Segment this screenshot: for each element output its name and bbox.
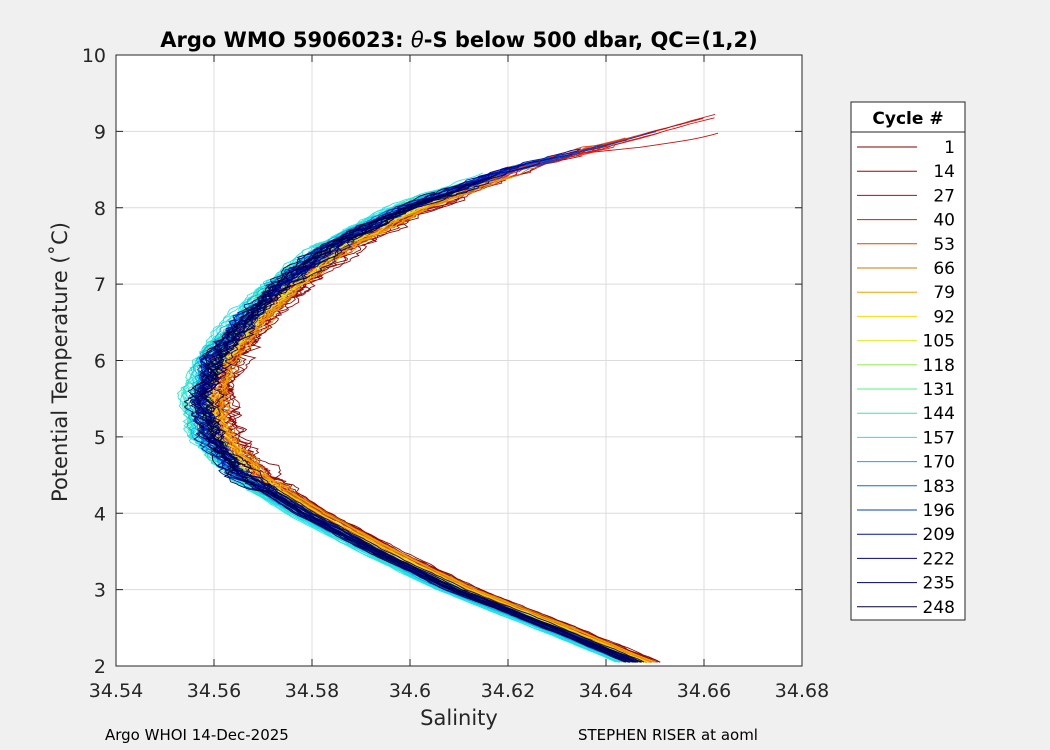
- legend-label-222: 222: [923, 549, 955, 569]
- series-line-cycle-248: [194, 193, 637, 663]
- y-tick-label: 4: [94, 503, 106, 525]
- series-line-cycle-248: [189, 183, 629, 663]
- series-line-cycle-157: [182, 186, 619, 663]
- series-line-cycle-248: [196, 191, 635, 663]
- legend-label-144: 144: [923, 404, 955, 424]
- y-tick-label: 8: [94, 198, 106, 220]
- legend-label-79: 79: [933, 283, 955, 303]
- x-tick-label: 34.68: [775, 680, 829, 702]
- legend-label-40: 40: [933, 211, 955, 231]
- x-tick-label: 34.6: [389, 680, 431, 702]
- legend-label-66: 66: [933, 259, 955, 279]
- series-line-cycle-92: [209, 200, 649, 663]
- legend-label-196: 196: [923, 501, 955, 521]
- x-tick-label: 34.66: [677, 680, 731, 702]
- legend-title: Cycle #: [872, 109, 943, 129]
- legend-label-157: 157: [923, 428, 955, 448]
- legend-label-92: 92: [933, 307, 955, 327]
- footer-right: STEPHEN RISER at aoml: [578, 726, 758, 744]
- series-line-cycle-248: [187, 191, 627, 663]
- y-axis-label: Potential Temperature (˚C): [48, 222, 72, 502]
- y-tick-label: 7: [94, 274, 106, 296]
- y-tick-labels: 2 3 4 5 6 7 8 9 10: [82, 45, 106, 678]
- y-tick-label: 6: [94, 351, 106, 373]
- series-line-cycle-235: [201, 181, 645, 663]
- legend-label-248: 248: [923, 598, 955, 618]
- chart-title: Argo WMO 5906023: θ-S below 500 dbar, QC…: [160, 28, 757, 52]
- legend-label-14: 14: [933, 162, 955, 182]
- y-tick-label: 10: [82, 45, 106, 67]
- x-axis-label: Salinity: [420, 706, 498, 730]
- y-tick-label: 3: [94, 580, 106, 602]
- series-line-cycle-235: [203, 174, 636, 663]
- x-tick-label: 34.54: [89, 680, 143, 702]
- legend-label-209: 209: [923, 525, 955, 545]
- legend-label-27: 27: [933, 186, 955, 206]
- x-tick-label: 34.64: [579, 680, 633, 702]
- x-tick-label: 34.58: [285, 680, 339, 702]
- legend-label-183: 183: [923, 477, 955, 497]
- legend-label-1: 1: [944, 138, 955, 158]
- series-group: [176, 113, 719, 663]
- legend-label-105: 105: [923, 332, 955, 352]
- axis-ticks: [115, 54, 803, 667]
- legend-label-118: 118: [923, 356, 955, 376]
- legend-label-235: 235: [923, 574, 955, 594]
- legend-label-53: 53: [933, 235, 955, 255]
- series-line-cycle-235: [200, 185, 642, 663]
- x-tick-labels: 34.54 34.56 34.58 34.6 34.62 34.64 34.66 34.68: [89, 680, 829, 702]
- x-tick-label: 34.62: [481, 680, 535, 702]
- legend-items: 1 14 27 40 53 66 79 92 105 118 131 144 157 170 183 196 2…: [857, 138, 955, 618]
- y-tick-label: 9: [94, 121, 106, 143]
- legend-label-170: 170: [923, 453, 955, 473]
- y-tick-label: 2: [94, 656, 106, 678]
- y-tick-label: 5: [94, 427, 106, 449]
- legend-label-131: 131: [923, 380, 955, 400]
- x-tick-label: 34.56: [187, 680, 241, 702]
- series-line-cycle-79: [220, 177, 655, 663]
- series-line-cycle-1: [218, 216, 661, 663]
- legend: Cycle # 1 14 27 40 53 66 79 92 105 118 131 144 157 17…: [850, 101, 966, 621]
- footer-left: Argo WHOI 14-Dec-2025: [105, 726, 289, 744]
- legend-box: [850, 101, 966, 621]
